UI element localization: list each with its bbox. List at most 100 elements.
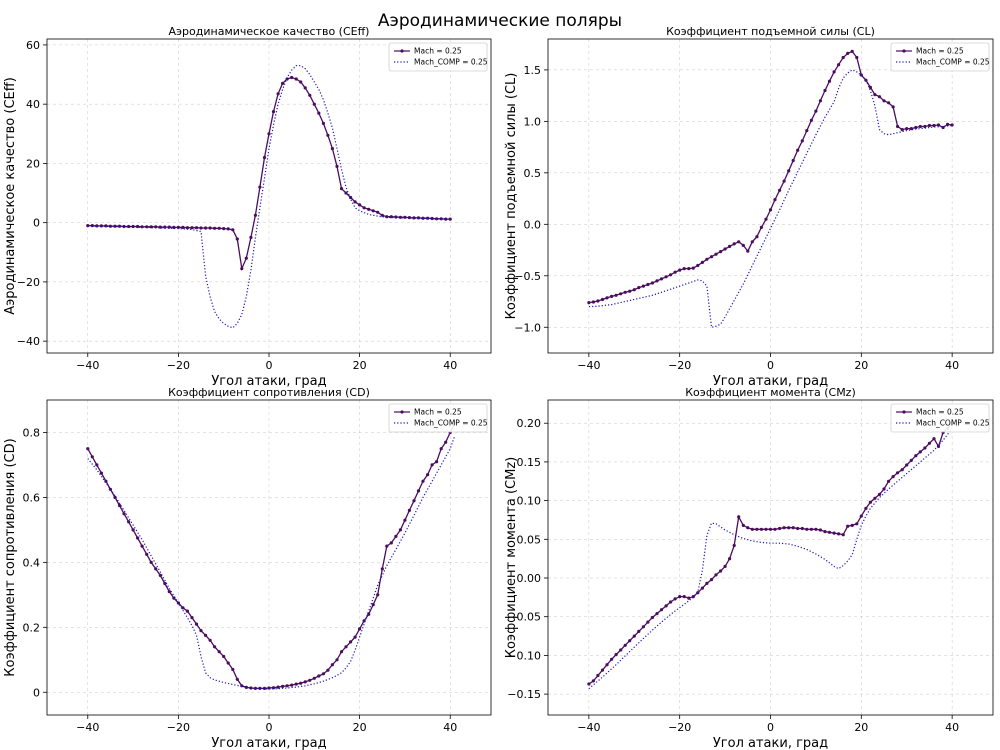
y-tick-label: 0.5 bbox=[524, 167, 542, 180]
data-point bbox=[213, 226, 217, 230]
data-point bbox=[281, 81, 285, 85]
data-point bbox=[796, 148, 800, 152]
data-point bbox=[398, 528, 402, 532]
data-point bbox=[669, 600, 673, 604]
x-tick-label: −40 bbox=[76, 721, 99, 734]
data-point bbox=[914, 125, 918, 130]
x-axis-label: Угол атаки, град bbox=[713, 736, 828, 750]
data-point bbox=[285, 684, 289, 688]
data-point bbox=[632, 288, 636, 292]
data-point bbox=[136, 536, 140, 540]
data-point bbox=[728, 244, 732, 248]
y-tick-label: 1.5 bbox=[524, 64, 542, 77]
data-point bbox=[253, 213, 257, 217]
data-point bbox=[709, 578, 714, 582]
x-tick-label: −40 bbox=[577, 359, 600, 372]
data-point bbox=[655, 612, 659, 616]
x-tick-label: −20 bbox=[167, 721, 190, 734]
data-point bbox=[99, 471, 103, 475]
y-tick-label: 0.20 bbox=[517, 417, 542, 430]
data-point bbox=[149, 560, 153, 565]
data-point bbox=[430, 216, 434, 221]
data-point bbox=[927, 123, 932, 128]
data-point bbox=[303, 680, 307, 684]
data-point bbox=[104, 224, 108, 228]
data-point bbox=[290, 683, 294, 687]
data-point bbox=[204, 226, 208, 230]
data-point bbox=[759, 225, 764, 229]
data-point bbox=[349, 640, 353, 644]
data-point bbox=[435, 217, 439, 221]
data-point bbox=[800, 526, 804, 531]
data-point bbox=[946, 122, 950, 126]
data-point bbox=[614, 653, 618, 657]
data-point bbox=[714, 252, 718, 256]
data-point bbox=[167, 590, 171, 594]
data-point bbox=[877, 95, 882, 99]
data-point bbox=[923, 446, 927, 450]
data-point bbox=[868, 85, 873, 89]
data-point bbox=[664, 275, 668, 279]
x-tick-label: 20 bbox=[854, 721, 868, 734]
legend: Mach = 0.25 Mach_COMP = 0.25 bbox=[890, 42, 990, 72]
data-point bbox=[773, 527, 777, 531]
y-tick-label: 20 bbox=[26, 157, 40, 170]
data-point bbox=[385, 544, 389, 548]
data-point bbox=[737, 515, 741, 519]
data-point bbox=[299, 80, 303, 84]
data-point bbox=[837, 532, 841, 536]
data-point bbox=[887, 101, 891, 105]
legend-label: Mach = 0.25 bbox=[414, 47, 462, 56]
data-point bbox=[650, 281, 655, 285]
data-point bbox=[659, 608, 664, 612]
data-point bbox=[326, 668, 330, 672]
data-point bbox=[791, 158, 795, 163]
data-point bbox=[723, 247, 727, 251]
series-mach-line bbox=[87, 422, 456, 690]
data-point bbox=[732, 543, 736, 548]
data-point bbox=[655, 279, 659, 283]
data-point bbox=[896, 471, 900, 475]
data-point bbox=[605, 296, 609, 300]
data-point bbox=[204, 633, 208, 638]
data-point bbox=[859, 514, 863, 518]
y-tick-label: 0.4 bbox=[23, 556, 41, 569]
data-point bbox=[358, 627, 362, 631]
data-point bbox=[768, 527, 773, 531]
data-point bbox=[208, 226, 212, 230]
data-point bbox=[222, 654, 226, 659]
data-point bbox=[335, 658, 339, 662]
data-point bbox=[855, 55, 859, 60]
legend-label: Mach_COMP = 0.25 bbox=[414, 58, 488, 67]
data-point bbox=[859, 73, 863, 77]
y-tick-label: −40 bbox=[17, 335, 40, 348]
data-point bbox=[344, 645, 348, 649]
data-point bbox=[591, 679, 596, 683]
data-point bbox=[687, 267, 691, 271]
legend-marker bbox=[400, 410, 404, 414]
data-point bbox=[755, 235, 759, 239]
data-point bbox=[108, 487, 112, 491]
data-point bbox=[394, 534, 398, 539]
data-point bbox=[650, 615, 655, 620]
data-point bbox=[610, 294, 614, 298]
y-axis-label: Аэродинамическое качество (CEff) bbox=[3, 77, 18, 315]
legend: Mach = 0.25 Mach_COMP = 0.25 bbox=[388, 403, 488, 433]
data-point bbox=[435, 460, 439, 464]
series-mach-comp-line bbox=[588, 428, 953, 690]
x-axis-label: Угол атаки, град bbox=[713, 374, 828, 389]
data-point bbox=[281, 684, 285, 689]
data-point bbox=[709, 255, 714, 259]
data-point bbox=[376, 593, 380, 597]
data-point bbox=[439, 447, 443, 451]
legend-label: Mach_COMP = 0.25 bbox=[916, 419, 990, 428]
data-point bbox=[95, 463, 99, 467]
y-tick-label: −0.5 bbox=[514, 270, 541, 283]
data-point bbox=[199, 629, 203, 633]
data-point bbox=[367, 612, 371, 616]
data-point bbox=[868, 500, 873, 504]
data-point bbox=[412, 499, 416, 503]
data-point bbox=[294, 682, 298, 686]
data-point bbox=[932, 437, 936, 441]
